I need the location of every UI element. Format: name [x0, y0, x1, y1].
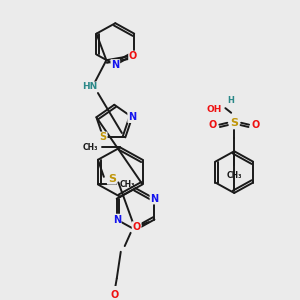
Text: S: S [230, 118, 238, 128]
Text: O: O [129, 51, 137, 62]
Text: HN: HN [82, 82, 97, 91]
Text: CH₃: CH₃ [83, 143, 98, 152]
Text: O: O [252, 120, 260, 130]
Text: H: H [227, 95, 234, 104]
Text: S: S [100, 132, 107, 142]
Text: N: N [112, 214, 121, 224]
Text: O: O [111, 290, 119, 300]
Text: OH: OH [207, 105, 222, 114]
Text: O: O [133, 222, 141, 232]
Text: S: S [108, 174, 116, 184]
Text: O: O [208, 120, 217, 130]
Text: N: N [150, 194, 158, 204]
Text: CH₃: CH₃ [120, 180, 135, 189]
Text: N: N [128, 112, 136, 122]
Text: CH₃: CH₃ [226, 171, 242, 180]
Text: N: N [111, 60, 119, 70]
